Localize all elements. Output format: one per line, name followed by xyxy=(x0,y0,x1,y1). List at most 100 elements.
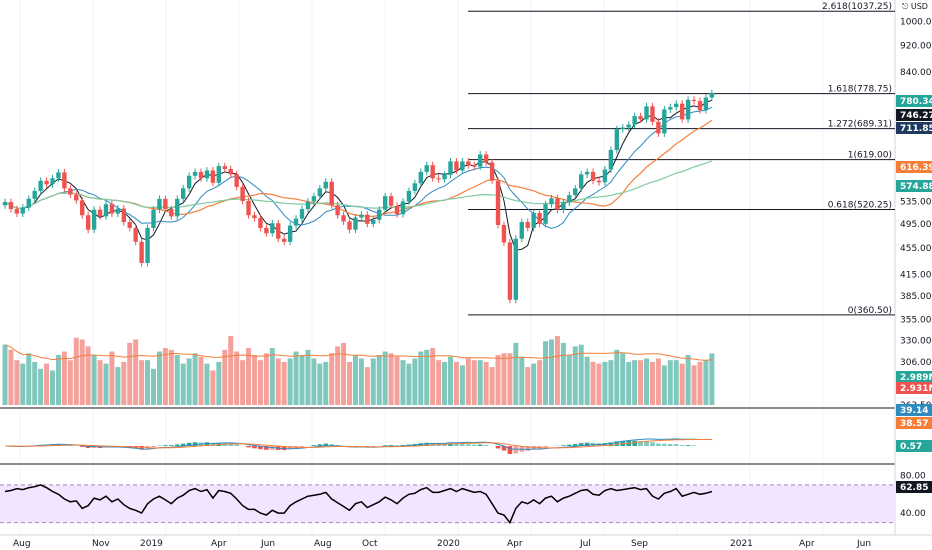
fib-retracement[interactable]: 2.618(1037.25) 1.618(778.75) 1.272(689.31)… xyxy=(468,2,895,316)
volume-bar xyxy=(424,349,430,405)
candle-body xyxy=(293,218,299,226)
candle-body xyxy=(151,209,156,228)
volume-bar xyxy=(145,360,151,405)
candle-body xyxy=(234,174,239,187)
macd-histogram-bar xyxy=(317,444,323,446)
candle-body xyxy=(495,180,501,225)
volume-bar xyxy=(275,358,281,405)
candle-body xyxy=(14,209,20,214)
candle-body xyxy=(181,188,186,199)
macd-histogram-bar xyxy=(691,445,697,446)
volume-bar xyxy=(358,358,364,405)
volume-bar xyxy=(519,356,525,405)
candle-body xyxy=(240,186,245,201)
candle-body xyxy=(347,221,352,230)
volume-bar xyxy=(67,360,73,405)
candle-body xyxy=(192,171,198,176)
macd-badge-bg xyxy=(896,404,932,416)
candle-body xyxy=(513,238,519,300)
candle-body xyxy=(222,166,227,170)
candle-body xyxy=(460,161,465,171)
macd-histogram-bar xyxy=(85,446,91,449)
volume-bar xyxy=(477,360,483,405)
macd-histogram-bar xyxy=(174,444,180,446)
volume-bar xyxy=(287,358,293,405)
candle-body xyxy=(252,215,257,219)
y-axis-tick-label: 330.00 xyxy=(900,336,932,346)
candle-body xyxy=(590,171,596,181)
candle-body xyxy=(531,212,536,228)
candle-body xyxy=(32,190,37,199)
candle-body xyxy=(281,238,287,242)
rsi-pane xyxy=(0,484,895,525)
volume-bar xyxy=(234,351,240,405)
macd-histogram-bar xyxy=(501,446,507,451)
candle-body xyxy=(365,214,370,224)
lock-icon: ⎋ xyxy=(902,2,909,11)
volume-bar xyxy=(347,361,353,405)
macd-histogram-bar xyxy=(311,445,317,446)
candle-body xyxy=(382,196,388,210)
candle-body xyxy=(169,209,174,217)
macd-histogram-bar xyxy=(246,446,251,448)
macd-histogram-bar xyxy=(650,442,655,446)
rsi-line xyxy=(4,484,713,525)
volume-bar xyxy=(281,361,287,405)
candle-body xyxy=(555,198,560,210)
price-badge-bg xyxy=(896,122,932,134)
volume-bar xyxy=(620,353,626,405)
price-badge-bg xyxy=(896,95,932,107)
candle-body xyxy=(573,188,578,196)
volume-bar xyxy=(513,342,519,405)
macd-histogram-bar xyxy=(258,446,263,450)
candle-body xyxy=(157,198,162,210)
macd-signal-line xyxy=(5,439,712,449)
macd-histogram-bar xyxy=(584,442,590,446)
macd-histogram-bar xyxy=(632,440,637,446)
candle-body xyxy=(620,127,625,130)
x-axis-tick-label: Oct xyxy=(362,539,378,549)
volume-bar xyxy=(341,342,347,405)
macd-histogram-bar xyxy=(483,444,489,446)
candle-body xyxy=(662,109,667,134)
candle-body xyxy=(329,181,334,206)
macd-histogram-bar xyxy=(543,446,548,448)
volume-bar xyxy=(442,361,448,405)
volume-bar xyxy=(394,356,400,405)
candle-body xyxy=(436,178,441,180)
macd-histogram-bar xyxy=(394,445,400,446)
candle-body xyxy=(163,198,168,210)
volume-bar xyxy=(649,361,655,405)
volume-bar xyxy=(448,356,453,405)
candle-body xyxy=(685,99,691,120)
volume-bar xyxy=(79,339,85,405)
candle-body xyxy=(489,162,495,181)
volume-bar xyxy=(632,360,638,405)
macd-histogram-bar xyxy=(388,445,394,446)
price-badge-bg xyxy=(896,109,932,121)
candle-body xyxy=(543,204,548,224)
candle-body xyxy=(311,196,317,202)
volume-bar xyxy=(228,336,234,405)
macd-histogram-bar xyxy=(667,443,673,446)
candle-body xyxy=(299,209,305,219)
volume-bar xyxy=(55,355,61,405)
candle-body xyxy=(115,208,121,214)
price-badge: 616.39 xyxy=(900,163,932,173)
volume-bar xyxy=(679,363,685,405)
volume-bar xyxy=(20,363,26,405)
volume-bar xyxy=(151,368,156,405)
volume-bar xyxy=(14,360,20,405)
volume-bar xyxy=(382,351,388,405)
macd-histogram-bar xyxy=(252,446,257,449)
volume-bar xyxy=(263,353,269,405)
currency-label[interactable]: ⎋ USD xyxy=(902,2,928,12)
price-badges: 780.34 746.27 711.85 616.39 574.88 2.989M2.93… xyxy=(896,95,932,493)
volume-badge: 2.989M xyxy=(900,373,932,383)
macd-histogram-bar xyxy=(264,446,269,450)
macd-badge-bg xyxy=(896,440,932,452)
macd-histogram-bar xyxy=(210,442,216,446)
candle-body xyxy=(139,241,144,263)
macd-histogram-bar xyxy=(424,442,430,446)
